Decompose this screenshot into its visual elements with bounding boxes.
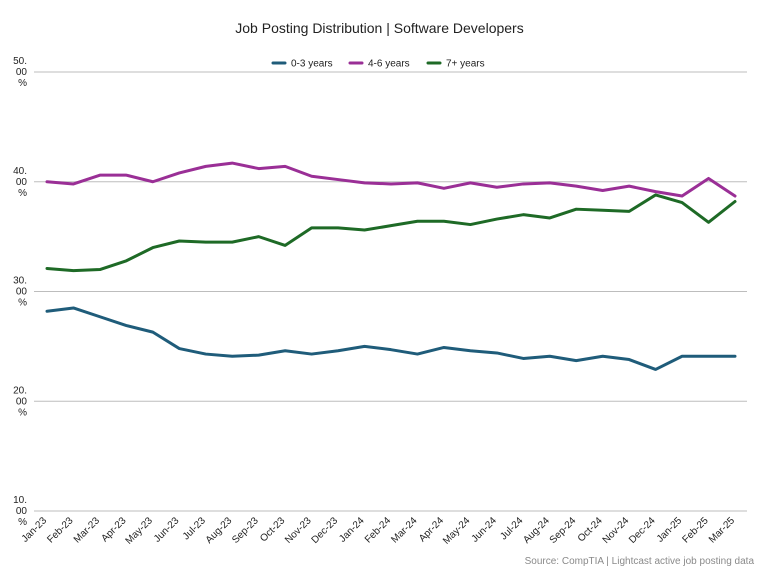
y-tick-label: 10. 00% xyxy=(13,495,27,528)
chart-title: Job Posting Distribution | Software Deve… xyxy=(235,20,523,36)
source-label: Source: CompTIA | Lightcast active job p… xyxy=(525,556,755,567)
x-tick-label: Jun-24 xyxy=(470,515,500,545)
y-tick-label: 40. 00% xyxy=(13,166,27,199)
x-tick-label: Dec-23 xyxy=(310,515,341,546)
series-lines xyxy=(45,161,737,371)
x-tick-label: Jun-23 xyxy=(152,515,182,545)
x-tick-label: May-24 xyxy=(441,515,473,547)
x-tick-label: Sep-23 xyxy=(230,515,261,546)
x-tick-label: Feb-23 xyxy=(45,515,75,545)
x-tick-label: Nov-23 xyxy=(283,515,314,546)
x-tick-label: Mar-23 xyxy=(72,515,102,545)
x-tick-label: Aug-24 xyxy=(521,515,552,546)
x-tick-label: Jan-25 xyxy=(655,515,685,545)
series-line-3 xyxy=(45,193,737,273)
x-tick-label: Nov-24 xyxy=(601,515,632,546)
legend-label-2: 4-6 years xyxy=(368,59,410,70)
chart-legend: 0-3 years 4-6 years 7+ years xyxy=(271,59,485,70)
x-tick-label: Oct-23 xyxy=(258,515,287,544)
y-tick-label: 50. 00% xyxy=(13,56,27,89)
y-tick-label: 20. 00% xyxy=(13,385,27,418)
legend-label-1: 0-3 years xyxy=(291,59,333,70)
x-tick-label: Feb-24 xyxy=(363,515,393,545)
chart-gridlines xyxy=(34,71,747,512)
x-tick-label: Jan-24 xyxy=(337,515,367,545)
series-line-2 xyxy=(45,161,737,198)
x-tick-label: Aug-23 xyxy=(204,515,235,546)
x-tick-label: Feb-25 xyxy=(680,515,710,545)
x-tick-label: Oct-24 xyxy=(576,515,605,544)
x-tick-label: May-23 xyxy=(124,515,156,547)
legend-label-3: 7+ years xyxy=(446,59,485,70)
x-tick-label: Mar-25 xyxy=(707,515,737,545)
series-line-1 xyxy=(45,306,737,371)
x-tick-label: Sep-24 xyxy=(548,515,579,546)
x-tick-label: Mar-24 xyxy=(389,515,419,545)
y-tick-label: 30. 00% xyxy=(13,276,27,309)
y-axis-labels: 50. 00 % 40. 00 % 30. 00 % 20. 00 % 10. 00% xyxy=(13,56,27,528)
x-tick-label: Dec-24 xyxy=(627,515,658,546)
